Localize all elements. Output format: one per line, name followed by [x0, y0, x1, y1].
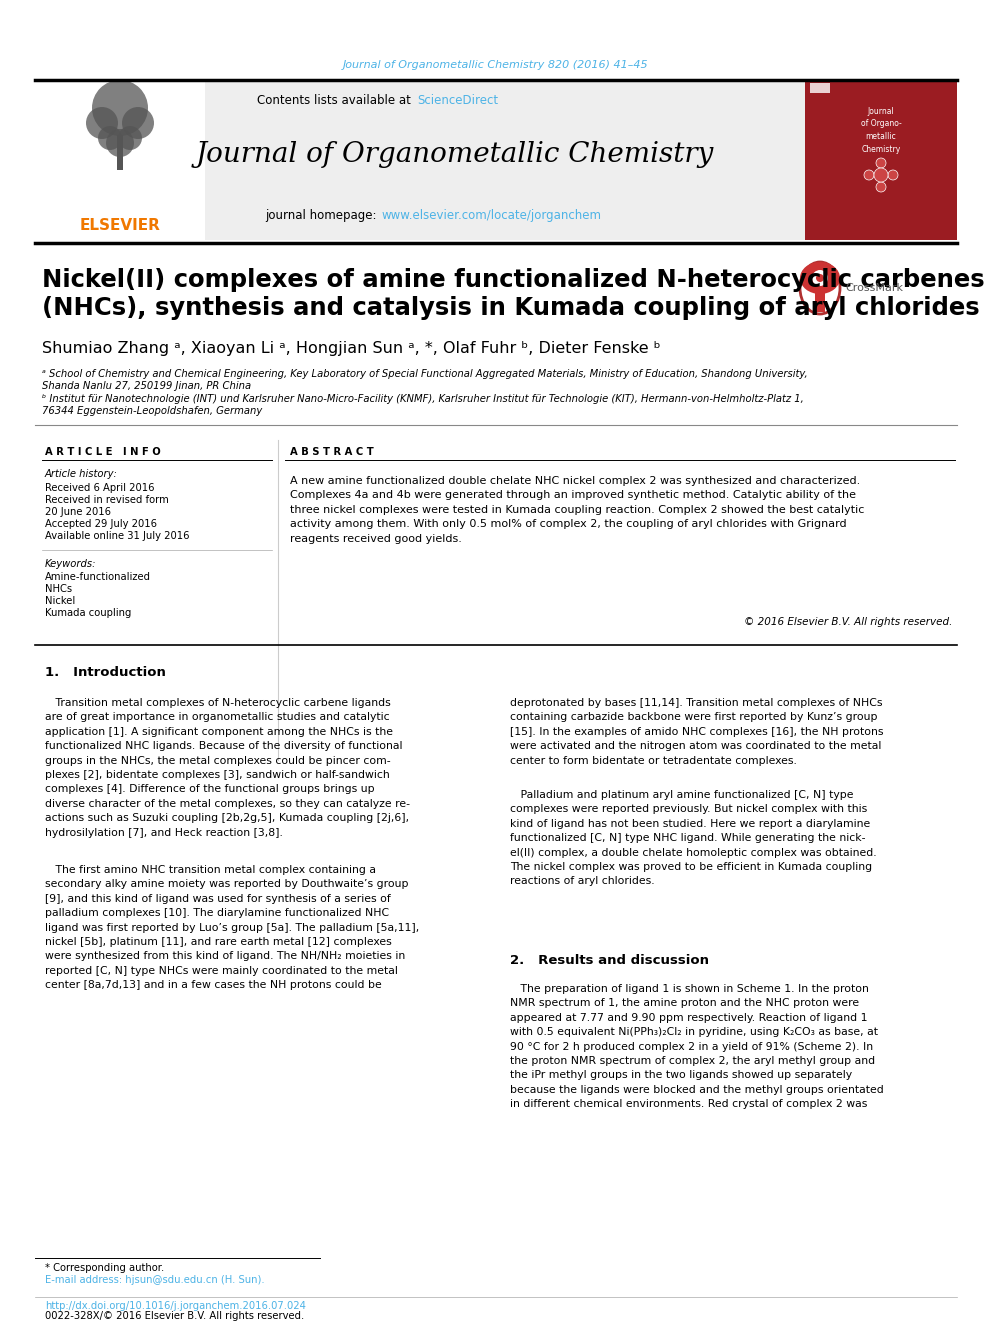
Text: 76344 Eggenstein-Leopoldshafen, Germany: 76344 Eggenstein-Leopoldshafen, Germany [42, 406, 262, 415]
Bar [805, 82, 957, 239]
Circle shape [86, 107, 118, 139]
Text: Article history:: Article history: [45, 468, 118, 479]
Circle shape [876, 183, 886, 192]
Text: A new amine functionalized double chelate NHC nickel complex 2 was synthesized a: A new amine functionalized double chelat… [290, 476, 864, 544]
Text: 0022-328X/© 2016 Elsevier B.V. All rights reserved.: 0022-328X/© 2016 Elsevier B.V. All right… [45, 1311, 305, 1320]
Circle shape [864, 169, 874, 180]
Text: 2.   Results and discussion: 2. Results and discussion [510, 954, 709, 967]
Text: ELSEVIER: ELSEVIER [79, 217, 161, 233]
Circle shape [812, 270, 828, 286]
Text: (NHCs), synthesis and catalysis in Kumada coupling of aryl chlorides: (NHCs), synthesis and catalysis in Kumad… [42, 296, 980, 320]
Bar [815, 292, 825, 312]
Text: Kumada coupling: Kumada coupling [45, 609, 131, 618]
Bar [35, 82, 805, 239]
Circle shape [92, 79, 148, 136]
Circle shape [106, 130, 134, 157]
Text: NHCs: NHCs [45, 583, 72, 594]
Text: Journal
of Organo-
metallic
Chemistry: Journal of Organo- metallic Chemistry [861, 107, 902, 153]
Text: The preparation of ligand 1 is shown in Scheme 1. In the proton
NMR spectrum of : The preparation of ligand 1 is shown in … [510, 984, 884, 1109]
Text: A R T I C L E   I N F O: A R T I C L E I N F O [45, 447, 161, 456]
Circle shape [122, 107, 154, 139]
Text: © 2016 Elsevier B.V. All rights reserved.: © 2016 Elsevier B.V. All rights reserved… [744, 617, 952, 627]
Text: ScienceDirect: ScienceDirect [417, 94, 498, 106]
Text: Accepted 29 July 2016: Accepted 29 July 2016 [45, 519, 157, 529]
Text: E-mail address: hjsun@sdu.edu.cn (H. Sun).: E-mail address: hjsun@sdu.edu.cn (H. Sun… [45, 1275, 265, 1285]
Text: Amine-functionalized: Amine-functionalized [45, 572, 151, 582]
Text: Journal of Organometallic Chemistry: Journal of Organometallic Chemistry [195, 142, 714, 168]
Text: Nickel: Nickel [45, 595, 75, 606]
Circle shape [874, 168, 888, 183]
Text: ᵇ Institut für Nanotechnologie (INT) und Karlsruher Nano-Micro-Facility (KNMF), : ᵇ Institut für Nanotechnologie (INT) und… [42, 394, 804, 404]
Bar [117, 135, 123, 169]
Text: Transition metal complexes of N-heterocyclic carbene ligands
are of great import: Transition metal complexes of N-heterocy… [45, 699, 410, 837]
Text: CrossMark: CrossMark [845, 283, 903, 292]
Text: A B S T R A C T: A B S T R A C T [290, 447, 374, 456]
Text: * Corresponding author.: * Corresponding author. [45, 1263, 165, 1273]
Ellipse shape [800, 262, 840, 294]
Text: The first amino NHC transition metal complex containing a
secondary alky amine m: The first amino NHC transition metal com… [45, 865, 420, 990]
Text: Palladium and platinum aryl amine functionalized [C, N] type
complexes were repo: Palladium and platinum aryl amine functi… [510, 790, 877, 886]
Text: 1.   Introduction: 1. Introduction [45, 665, 166, 679]
Text: www.elsevier.com/locate/jorganchem: www.elsevier.com/locate/jorganchem [382, 209, 602, 221]
Text: Available online 31 July 2016: Available online 31 July 2016 [45, 531, 189, 541]
Text: Keywords:: Keywords: [45, 560, 96, 569]
Text: Journal of Organometallic Chemistry 820 (2016) 41–45: Journal of Organometallic Chemistry 820 … [343, 60, 649, 70]
Text: ᵃ School of Chemistry and Chemical Engineering, Key Laboratory of Special Functi: ᵃ School of Chemistry and Chemical Engin… [42, 369, 807, 378]
Text: Received in revised form: Received in revised form [45, 495, 169, 505]
Bar [810, 83, 830, 93]
Text: Shumiao Zhang ᵃ, Xiaoyan Li ᵃ, Hongjian Sun ᵃ, *, Olaf Fuhr ᵇ, Dieter Fenske ᵇ: Shumiao Zhang ᵃ, Xiaoyan Li ᵃ, Hongjian … [42, 340, 661, 356]
Circle shape [816, 274, 824, 282]
Text: journal homepage:: journal homepage: [265, 209, 380, 221]
Text: deprotonated by bases [11,14]. Transition metal complexes of NHCs
containing car: deprotonated by bases [11,14]. Transitio… [510, 699, 884, 766]
Circle shape [118, 126, 142, 149]
Circle shape [888, 169, 898, 180]
Circle shape [876, 157, 886, 168]
Text: Shanda Nanlu 27, 250199 Jinan, PR China: Shanda Nanlu 27, 250199 Jinan, PR China [42, 381, 251, 392]
Bar [35, 82, 205, 239]
Text: Nickel(II) complexes of amine functionalized N-heterocyclic carbenes: Nickel(II) complexes of amine functional… [42, 269, 985, 292]
Text: Contents lists available at: Contents lists available at [257, 94, 415, 106]
Text: http://dx.doi.org/10.1016/j.jorganchem.2016.07.024: http://dx.doi.org/10.1016/j.jorganchem.2… [45, 1301, 306, 1311]
Text: Received 6 April 2016: Received 6 April 2016 [45, 483, 155, 493]
Text: 20 June 2016: 20 June 2016 [45, 507, 111, 517]
Circle shape [98, 126, 122, 149]
